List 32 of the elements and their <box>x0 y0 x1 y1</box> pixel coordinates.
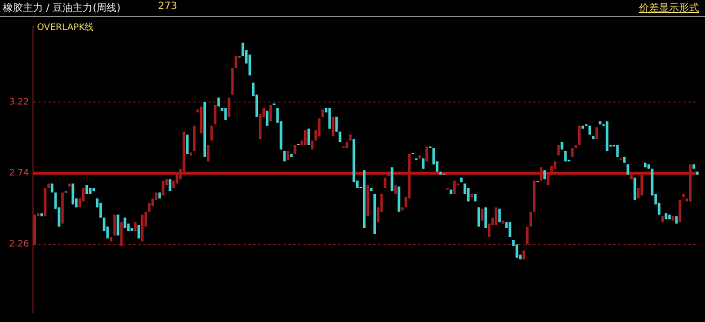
candlestick <box>453 180 456 194</box>
candlestick <box>186 134 189 154</box>
candlestick <box>616 144 619 158</box>
candlestick <box>113 214 116 236</box>
text: 273 <box>158 1 178 12</box>
candlestick <box>508 222 512 238</box>
candlestick <box>248 54 252 76</box>
candlestick <box>266 110 268 126</box>
chart-title: 橡胶主力 / 豆油主力(周线) <box>3 2 121 15</box>
y-tick-label: 2.26 <box>8 240 30 250</box>
candlestick <box>116 214 120 236</box>
candlestick <box>120 222 123 246</box>
candlestick <box>425 146 428 162</box>
candlestick <box>526 226 529 245</box>
candlestick <box>304 130 307 146</box>
candlestick <box>72 183 74 205</box>
candlestick <box>307 128 310 146</box>
candlestick <box>162 180 164 196</box>
candlestick <box>640 174 644 196</box>
text: 价差显示形式 <box>639 2 699 15</box>
candlestick <box>467 188 470 202</box>
y-tick-label: 2.74 <box>8 168 30 179</box>
candlestick <box>269 104 272 122</box>
y-tick-label: 3.22 <box>8 97 29 108</box>
candlestick <box>206 144 210 162</box>
candlestick <box>634 177 636 200</box>
candlestick <box>228 97 230 118</box>
candlestick <box>137 224 140 239</box>
candlestick <box>234 56 238 68</box>
candlestick <box>557 144 560 156</box>
candlestick <box>214 104 216 125</box>
annotation: OVERLAPK线 <box>37 22 94 34</box>
